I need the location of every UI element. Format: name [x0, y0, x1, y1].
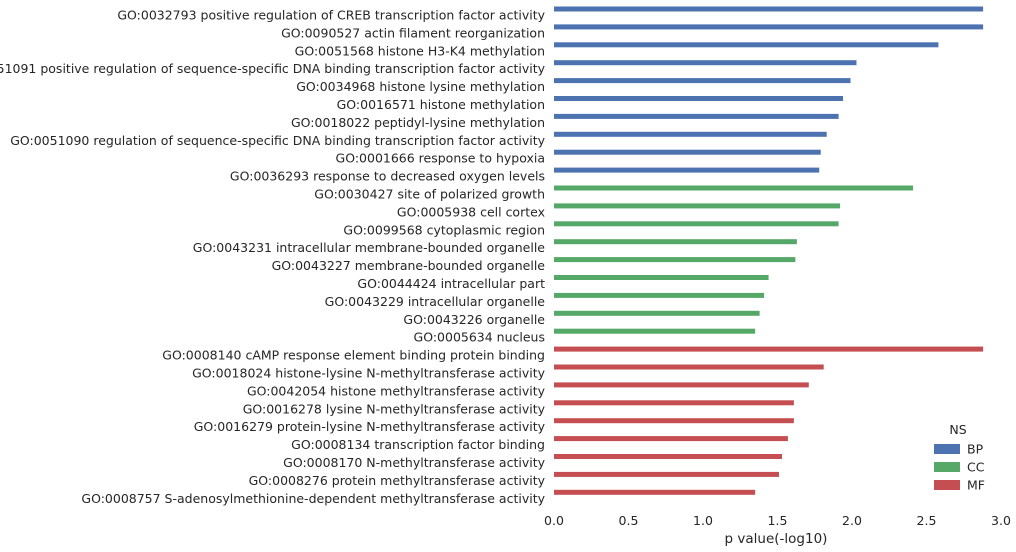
bar-bp: [554, 167, 820, 173]
category-label: GO:0001666 response to hypoxia: [336, 151, 545, 166]
legend-swatch-cc: [934, 462, 960, 472]
bar-mf: [554, 400, 794, 406]
category-label: GO:0043227 membrane-bounded organelle: [272, 258, 546, 273]
bar-mf: [554, 471, 779, 477]
category-label: GO:0032793 positive regulation of CREB t…: [117, 8, 545, 23]
x-tick-label: 2.5: [917, 513, 937, 528]
bar-bp: [554, 42, 939, 48]
x-tick-label: 3.0: [991, 513, 1011, 528]
category-label: GO:0043229 intracellular organelle: [325, 294, 546, 309]
category-label: GO:0005634 nucleus: [414, 330, 545, 345]
x-axis: p value(-log10) 0.0 0.5 1.0 1.5 2.0 2.5 3.0: [544, 513, 1011, 547]
legend-label-bp: BP: [967, 442, 984, 457]
bar-bp: [554, 78, 851, 84]
bar-mf: [554, 436, 788, 442]
bar-mf: [554, 364, 824, 370]
bar-bp: [554, 96, 844, 101]
category-label: GO:0099568 cytoplasmic region: [343, 222, 545, 237]
bar-cc: [554, 257, 796, 263]
category-label: GO:0008170 N-methyltransferase activity: [283, 455, 545, 470]
bar-cc: [554, 221, 839, 227]
category-label: GO:0036293 response to decreased oxygen …: [230, 169, 545, 184]
bar-bp: [554, 131, 827, 137]
bar-bp: [554, 113, 839, 119]
category-label: GO:0051090 regulation of sequence-specif…: [10, 133, 545, 148]
category-label: GO:0034968 histone lysine methylation: [296, 79, 545, 94]
category-label: GO:0044424 intracellular part: [357, 276, 545, 291]
bar-cc: [554, 310, 760, 316]
bar-cc: [554, 275, 769, 280]
bar-bp: [554, 6, 984, 12]
legend: NS BP CC MF: [934, 422, 985, 493]
category-label: GO:0090527 actin filament reorganization: [281, 25, 545, 40]
bar-mf: [554, 346, 984, 352]
category-label: GO:0051568 histone H3-K4 methylation: [295, 43, 545, 58]
bar-cc: [554, 185, 914, 191]
x-tick-label: 1.5: [768, 513, 788, 528]
bar-mf: [554, 454, 782, 459]
x-tick-label: 0.0: [544, 513, 564, 528]
category-label: GO:0008757 S-adenosylmethionine-dependen…: [81, 491, 545, 506]
legend-swatch-mf: [934, 480, 960, 490]
legend-swatch-bp: [934, 444, 960, 454]
bar-cc: [554, 239, 797, 245]
bar-mf: [554, 489, 756, 495]
bar-bp: [554, 24, 984, 30]
category-label: GO:0008140 cAMP response element binding…: [162, 348, 545, 363]
category-label: GO:0008134 transcription factor binding: [291, 437, 545, 452]
bars: [554, 6, 984, 495]
legend-label-mf: MF: [967, 478, 985, 493]
x-tick-label: 1.0: [693, 513, 713, 528]
bar-bp: [554, 149, 821, 155]
legend-title: NS: [949, 422, 966, 437]
category-label: GO:0008276 protein methyltransferase act…: [249, 473, 546, 488]
bar-cc: [554, 203, 841, 209]
x-tick-label: 0.5: [619, 513, 639, 528]
category-label: GO:0051091 positive regulation of sequen…: [0, 61, 546, 76]
category-label: GO:0018022 peptidyl-lysine methylation: [291, 115, 545, 130]
category-label: GO:0016571 histone methylation: [337, 97, 545, 112]
category-label: GO:0043231 intracellular membrane-bounde…: [193, 240, 546, 255]
bar-mf: [554, 382, 809, 388]
category-label: GO:0018024 histone-lysine N-methyltransf…: [192, 366, 545, 381]
bar-cc: [554, 292, 765, 298]
category-label: GO:0016279 protein-lysine N-methyltransf…: [194, 419, 546, 434]
category-label: GO:0043226 organelle: [403, 312, 545, 327]
x-tick-label: 2.0: [842, 513, 862, 528]
x-axis-title: p value(-log10): [725, 531, 828, 547]
bar-mf: [554, 418, 794, 424]
category-labels: GO:0032793 positive regulation of CREB t…: [0, 8, 546, 506]
category-label: GO:0005938 cell cortex: [397, 204, 545, 219]
legend-label-cc: CC: [967, 460, 985, 475]
category-label: GO:0016278 lysine N-methyltransferase ac…: [243, 401, 546, 416]
bar-bp: [554, 60, 857, 66]
category-label: GO:0042054 histone methyltransferase act…: [247, 383, 546, 398]
category-label: GO:0030427 site of polarized growth: [314, 187, 545, 202]
bar-cc: [554, 328, 756, 334]
